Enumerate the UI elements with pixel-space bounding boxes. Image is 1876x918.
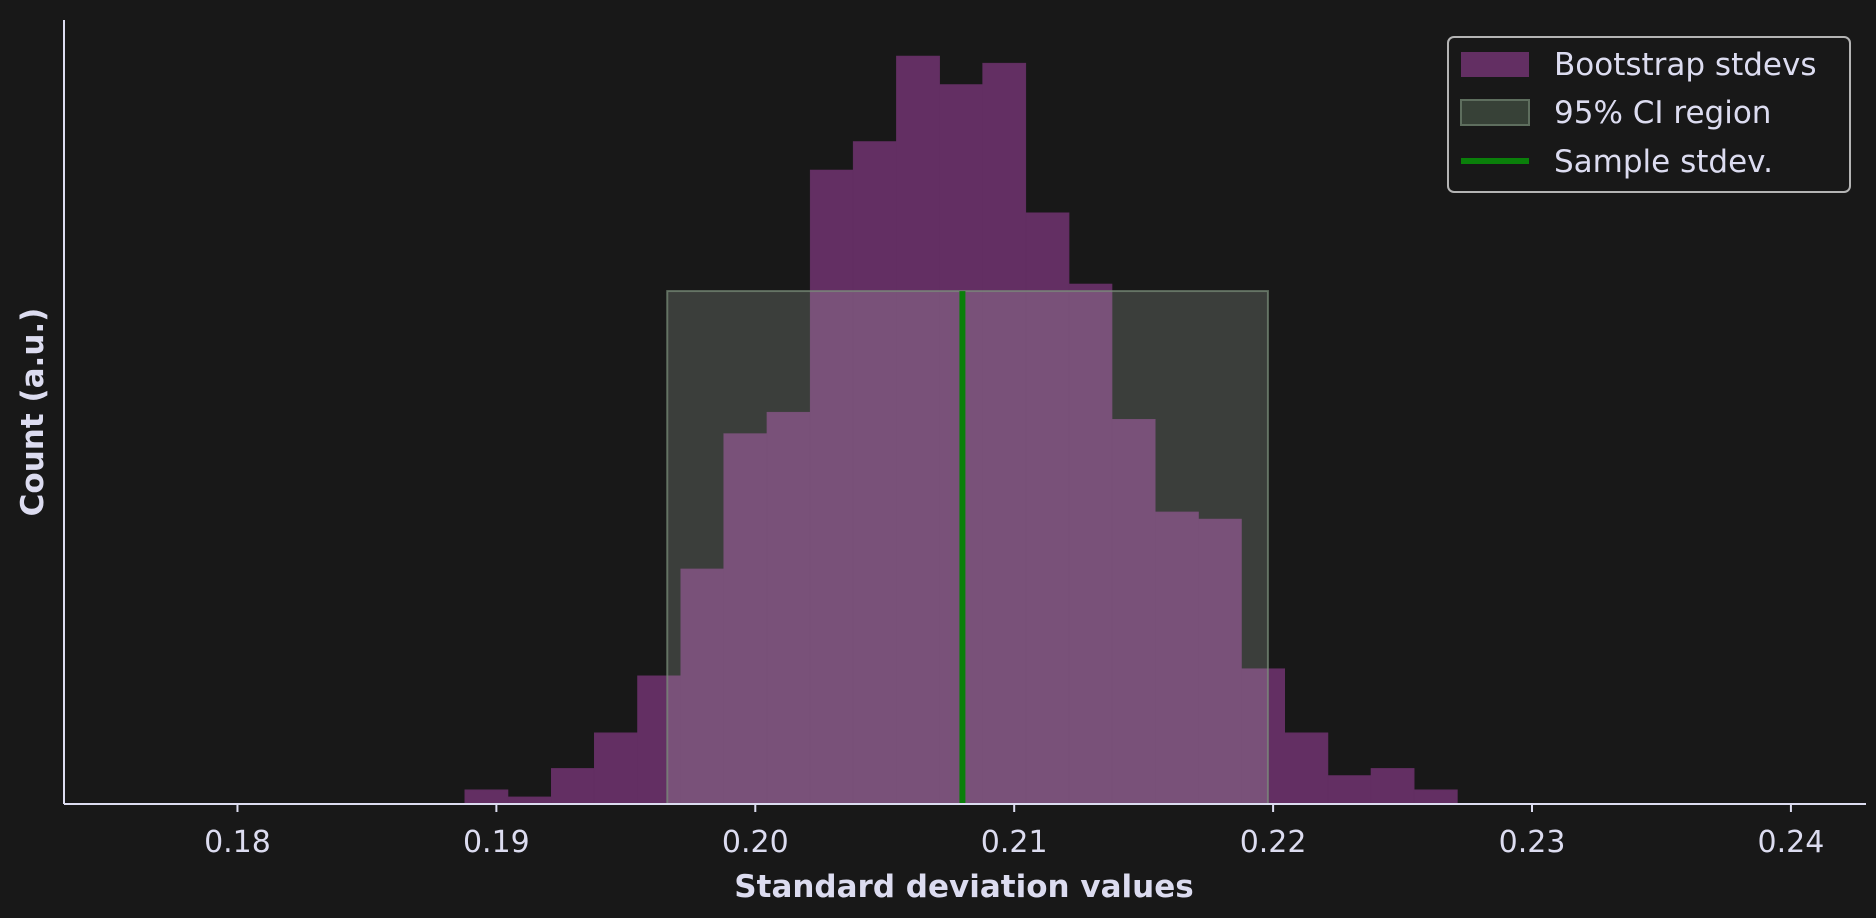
histogram-bar: [1284, 732, 1329, 805]
legend: Bootstrap stdevs 95% CI region Sample st…: [1447, 36, 1851, 193]
y-axis-title: Count (a.u.): [15, 308, 51, 517]
legend-swatch-ci: [1460, 99, 1530, 126]
ci-region-layer: [666, 290, 1269, 806]
histogram-bar: [1327, 775, 1372, 805]
x-ticks: 0.18 0.19 0.20 0.21 0.22 0.23 0.24: [204, 804, 1824, 860]
x-tick-label: 0.19: [463, 825, 530, 860]
histogram-bar: [637, 675, 681, 805]
histogram-bar: [507, 796, 552, 805]
histogram-bar: [680, 568, 724, 805]
legend-frame: [1447, 36, 1851, 193]
histogram-bar: [1068, 283, 1113, 805]
histogram-bar: [551, 768, 595, 805]
legend-label-sample: Sample stdev.: [1554, 144, 1773, 180]
legend-label-ci: 95% CI region: [1554, 95, 1771, 131]
histogram-bar: [1111, 419, 1156, 805]
x-tick-label: 0.23: [1499, 825, 1566, 860]
histogram-bar: [1155, 511, 1199, 805]
histogram-bar: [766, 411, 811, 805]
histogram-bar: [1241, 668, 1286, 805]
histogram-bar: [1413, 789, 1458, 805]
histogram-bar: [1198, 518, 1242, 805]
histogram-bar: [593, 732, 638, 805]
histogram-bar: [464, 789, 509, 805]
x-tick-label: 0.18: [204, 825, 271, 860]
x-tick-label: 0.22: [1240, 825, 1307, 860]
legend-label-bootstrap: Bootstrap stdevs: [1554, 47, 1817, 83]
ci-region: [666, 290, 1269, 806]
x-tick-label: 0.21: [981, 825, 1048, 860]
histogram-bar: [1370, 768, 1415, 805]
histogram-bar: [982, 62, 1027, 805]
histogram-bar: [852, 141, 897, 805]
histogram-bar: [723, 433, 768, 805]
axes: [63, 20, 1866, 805]
legend-swatch-bootstrap: [1461, 52, 1529, 77]
x-axis-title: Standard deviation values: [734, 869, 1193, 905]
histogram-bar: [1025, 212, 1070, 805]
x-tick-label: 0.20: [722, 825, 789, 860]
histogram-bar: [896, 55, 940, 805]
histogram-bars: [464, 55, 1458, 805]
x-tick-label: 0.24: [1758, 825, 1825, 860]
